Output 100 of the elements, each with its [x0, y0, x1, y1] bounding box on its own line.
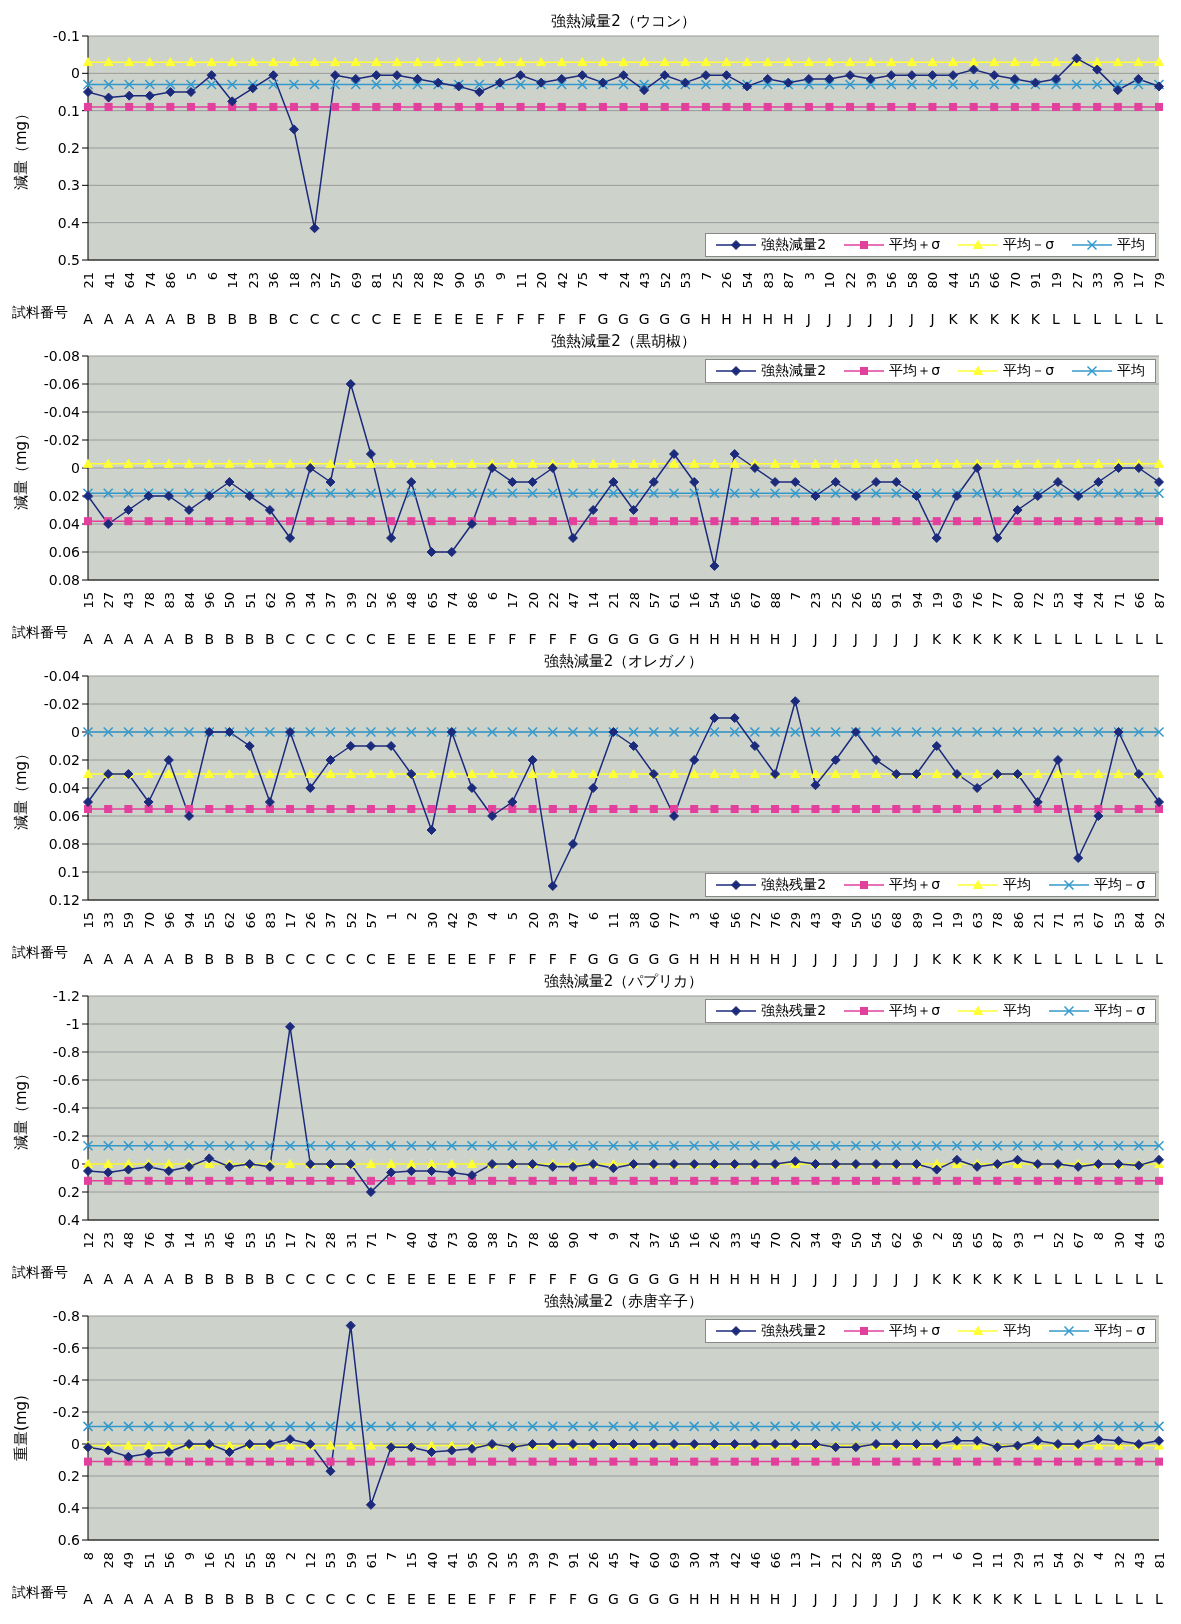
y-tick-label: 0.4 [57, 1211, 81, 1228]
category-label: 79 L [1152, 272, 1167, 327]
category-label: 71 L [1050, 912, 1066, 967]
category-label: 70 K [1007, 272, 1023, 327]
category-label: 7 J [788, 592, 804, 647]
category-label: 93 K [1010, 1232, 1026, 1287]
category-label: 55 K [966, 272, 982, 327]
category-label: 64 A [122, 272, 138, 327]
category-label: 60 G [646, 912, 662, 967]
category-label: 83 A [161, 592, 177, 647]
legend-label: 平均 [1117, 362, 1145, 380]
chart-title: 強熱減量2（赤唐辛子） [542, 1292, 705, 1311]
category-label: 84 L [1131, 912, 1147, 967]
legend-label: 平均＋σ [889, 362, 941, 380]
category-label: 17 C [283, 912, 299, 967]
category-label: 69 G [667, 1552, 683, 1607]
category-label: 4 F [485, 912, 501, 967]
category-label: 70 A [141, 912, 157, 967]
category-label: 9 G [606, 1232, 622, 1287]
category-label: 58 B [262, 1552, 278, 1607]
category-label: 54 H [707, 592, 723, 647]
category-label: 24 G [626, 1232, 642, 1287]
category-label: 74 A [142, 272, 158, 327]
y-axis-title: 重量(mg) [12, 1395, 31, 1461]
chart-title: 強熱減量2（オレガノ） [542, 652, 705, 671]
y-tick-label: -0.08 [43, 347, 80, 364]
y-tick-label: -0.6 [52, 1071, 81, 1088]
category-label: 3 H [687, 912, 703, 967]
category-label: 94 J [909, 592, 925, 647]
category-label: 10 J [822, 272, 838, 327]
category-label: 41 A [101, 272, 117, 327]
category-label: 63 K [970, 912, 986, 967]
category-label: 95 E [464, 1552, 480, 1607]
category-label: 47 G [626, 1552, 642, 1607]
category-label: 63 L [1152, 1232, 1167, 1287]
category-label: 34 H [707, 1552, 723, 1607]
category-label: 44 K [946, 272, 962, 327]
category-label: 17 F [505, 592, 521, 647]
category-label: 36 E [384, 592, 400, 647]
category-label: 67 L [1071, 1232, 1087, 1287]
y-tick-label: -0.06 [43, 375, 81, 392]
category-label: 91 F [565, 1552, 581, 1607]
category-label: 69 K [949, 592, 965, 647]
category-label: 28 E [410, 272, 426, 327]
category-label: 11 F [513, 272, 529, 327]
legend-label: 強熱減量2 [761, 362, 827, 380]
y-tick-label: 0.08 [48, 835, 80, 852]
category-label: 53 C [323, 1552, 339, 1607]
category-label: 20 J [788, 1232, 804, 1287]
legend-label: 平均＋σ [889, 1002, 941, 1020]
category-label: 62 B [262, 592, 278, 647]
y-tick-label: 0.02 [48, 487, 80, 504]
category-label: 90 E [451, 272, 467, 327]
category-label: 62 J [889, 1232, 905, 1287]
category-label: 86 E [464, 592, 480, 647]
y-tick-label: 0 [71, 459, 80, 476]
category-label: 49 J [828, 912, 844, 967]
x-axis-title: 試料番号 [12, 1264, 68, 1282]
y-tick-label: 0.04 [48, 779, 81, 796]
category-label: 29 K [1010, 1552, 1026, 1607]
y-tick-label: 0.06 [48, 543, 81, 560]
y-tick-label: -0.04 [43, 667, 81, 684]
category-label: 26 C [303, 912, 319, 967]
category-label: 20 F [534, 272, 550, 327]
category-label: 24 L [1091, 592, 1107, 647]
category-label: 43 G [637, 272, 653, 327]
legend-label: 平均－σ [1003, 362, 1054, 380]
y-tick-label: 0.3 [57, 177, 80, 194]
category-label: 54 H [740, 272, 756, 327]
category-label: 14 G [586, 592, 602, 647]
category-label: 63 J [909, 1552, 925, 1607]
legend-label: 平均 [1003, 1322, 1032, 1340]
category-label: 7 E [384, 1232, 400, 1287]
legend-label: 平均－σ [1094, 1322, 1145, 1340]
category-label: 15 E [404, 1552, 420, 1607]
category-label: 72 H [747, 912, 763, 967]
category-label: 2 C [283, 1552, 299, 1607]
category-label: 37 C [323, 912, 339, 967]
category-label: 95 E [472, 272, 488, 327]
y-tick-label: 0 [71, 65, 80, 82]
category-label: 88 H [768, 592, 784, 647]
category-label: 17 L [1131, 272, 1147, 327]
category-label: 49 J [828, 1232, 844, 1287]
category-label: 28 C [323, 1232, 339, 1287]
y-tick-label: -0.02 [43, 695, 80, 712]
category-label: 25 J [828, 592, 844, 647]
category-label: 38 F [485, 1232, 501, 1287]
category-label: 26 J [848, 592, 864, 647]
category-label: 45 G [606, 1552, 622, 1607]
category-label: 48 A [121, 1232, 137, 1287]
y-tick-label: 0.1 [57, 102, 80, 119]
category-label: 26 H [707, 1232, 723, 1287]
category-label: 31 L [1030, 1552, 1046, 1607]
category-label: 24 G [616, 272, 632, 327]
category-label: 96 J [909, 1232, 925, 1287]
category-label: 3 J [801, 272, 817, 327]
category-label: 72 L [1030, 592, 1046, 647]
category-label: 22 J [843, 272, 859, 327]
category-label: 7 E [384, 1552, 400, 1607]
category-label: 31 C [343, 1232, 359, 1287]
